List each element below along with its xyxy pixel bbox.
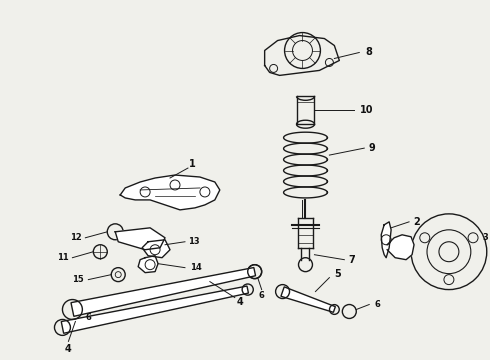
Text: 3: 3: [483, 233, 489, 242]
Polygon shape: [387, 235, 414, 260]
Text: 5: 5: [334, 269, 341, 279]
Text: 10: 10: [360, 105, 373, 115]
Text: 12: 12: [71, 233, 82, 242]
Text: 6: 6: [374, 300, 380, 309]
Polygon shape: [71, 267, 256, 316]
Polygon shape: [142, 240, 170, 258]
Text: 15: 15: [73, 275, 84, 284]
Text: 7: 7: [348, 255, 355, 265]
Text: 13: 13: [188, 237, 200, 246]
Text: 11: 11: [56, 253, 68, 262]
Text: 9: 9: [369, 143, 376, 153]
Text: 4: 4: [65, 345, 72, 354]
Text: 2: 2: [414, 217, 420, 227]
Polygon shape: [61, 286, 248, 333]
Polygon shape: [120, 175, 220, 210]
Polygon shape: [381, 222, 391, 258]
Polygon shape: [138, 256, 158, 273]
Polygon shape: [281, 287, 335, 312]
Text: 14: 14: [190, 263, 202, 272]
Text: 4: 4: [236, 297, 243, 306]
Text: 6: 6: [85, 313, 91, 322]
Text: 6: 6: [259, 291, 265, 300]
Text: 8: 8: [366, 48, 373, 58]
Text: 1: 1: [189, 159, 196, 169]
Polygon shape: [115, 228, 165, 250]
